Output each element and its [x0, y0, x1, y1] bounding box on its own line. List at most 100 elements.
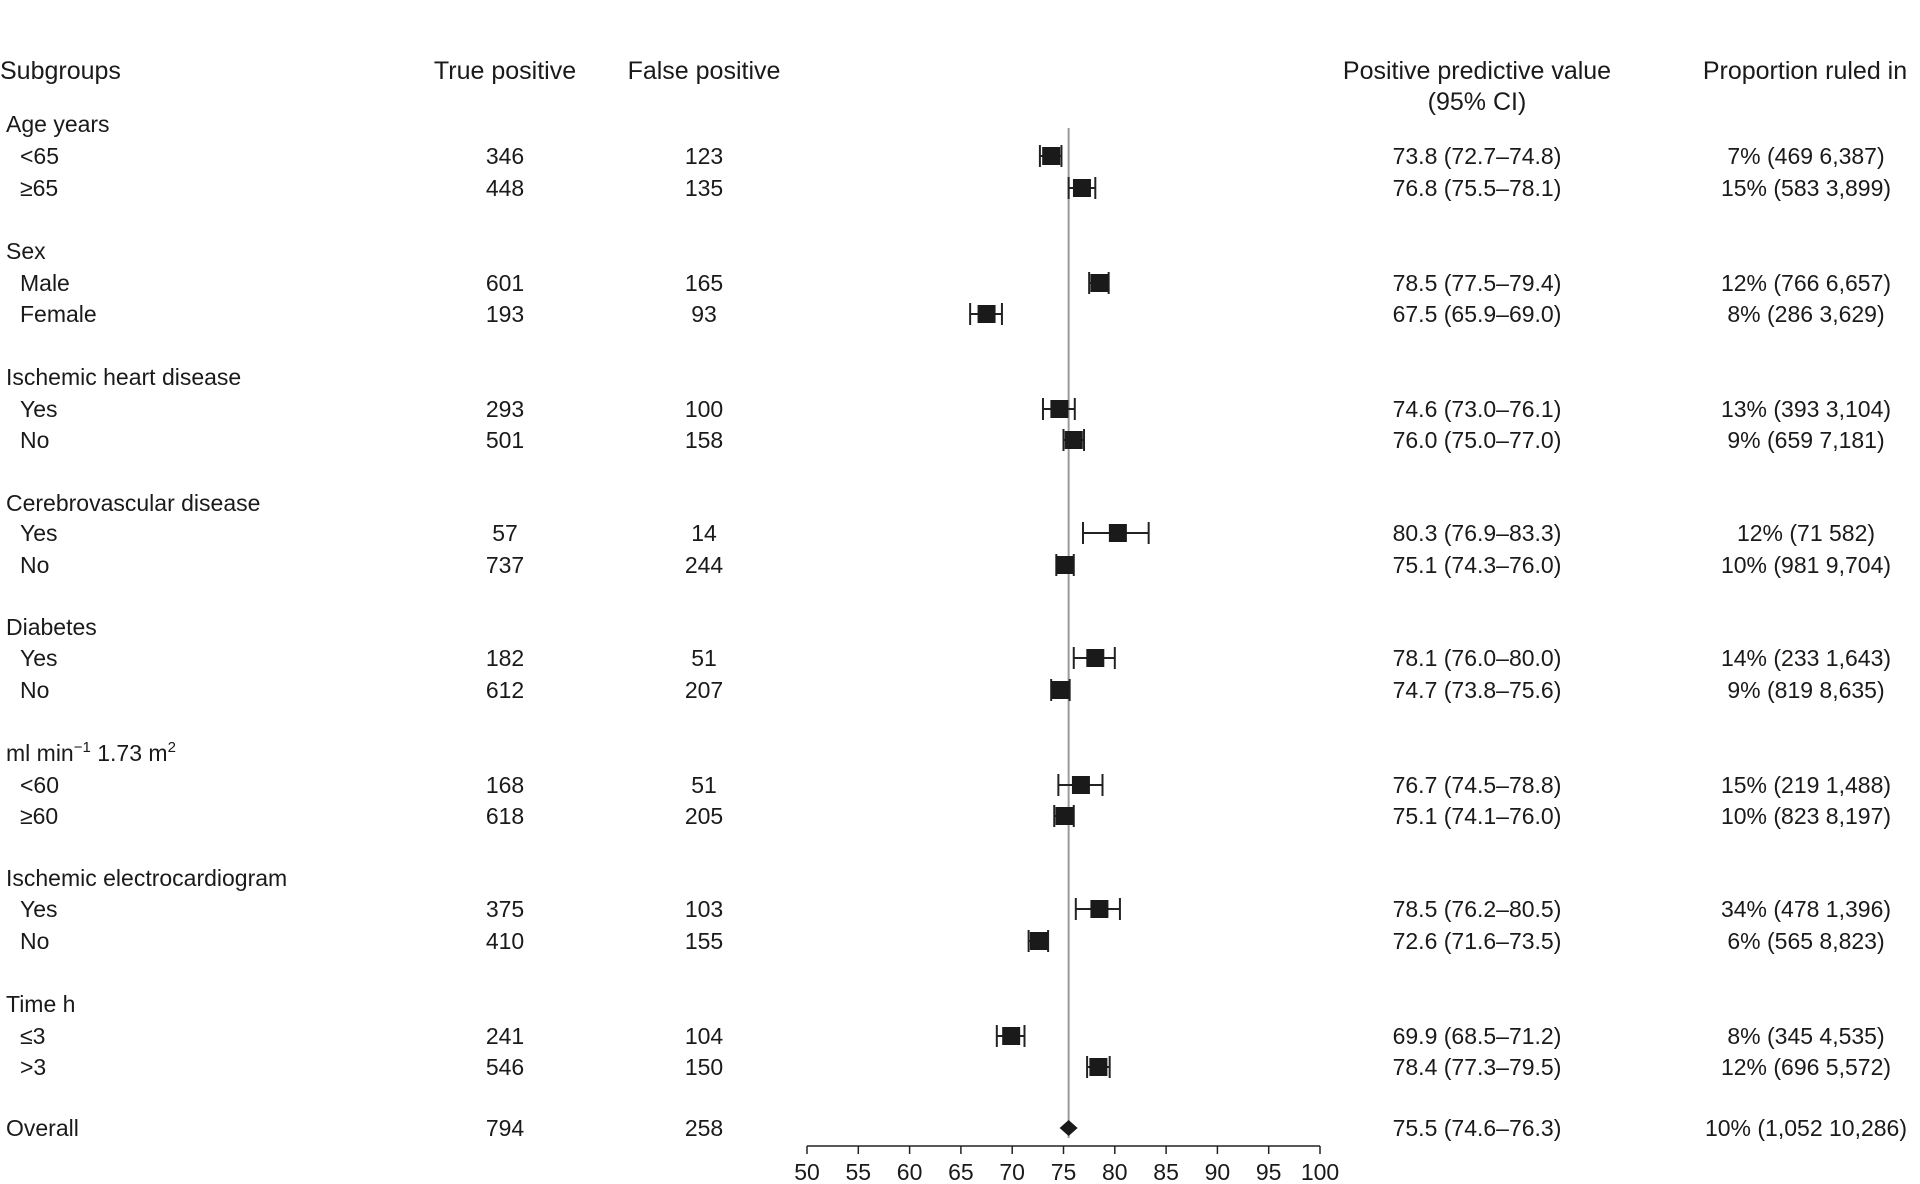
column-headers: Subgroups True positive False positive P… — [0, 57, 1907, 116]
false-positive-value: 104 — [685, 1023, 724, 1049]
row-label: ≤3 — [20, 1023, 45, 1049]
ppv-value: 76.8 (75.5–78.1) — [1393, 175, 1562, 201]
subgroup-header-row: Sex — [6, 238, 46, 264]
overall-diamond — [1059, 1120, 1078, 1136]
superscript: 2 — [168, 739, 176, 756]
row-label: Male — [20, 270, 70, 296]
x-tick-label: 70 — [999, 1159, 1025, 1184]
true-positive-value: 501 — [486, 427, 524, 453]
point-estimate-marker — [977, 305, 996, 323]
false-positive-value: 165 — [685, 270, 723, 296]
row-label: No — [20, 427, 49, 453]
table-row: ≥60 618 205 75.1 (74.1–76.0) 10% (823 8,197) — [20, 803, 1891, 829]
subgroup-title: Time h — [6, 991, 75, 1017]
true-positive-value: 293 — [486, 396, 524, 422]
ppv-value: 75.1 (74.3–76.0) — [1393, 552, 1562, 578]
subgroup-title: Sex — [6, 238, 46, 264]
table-row: <60 168 51 76.7 (74.5–78.8) 15% (219 1,488) — [20, 772, 1891, 798]
true-positive-value: 193 — [486, 301, 524, 327]
header-ppv: Positive predictive value — [1343, 57, 1611, 85]
row-label: <65 — [20, 143, 59, 169]
ppv-value: 78.4 (77.3–79.5) — [1393, 1054, 1562, 1080]
true-positive-value: 375 — [486, 896, 524, 922]
x-tick-label: 100 — [1301, 1159, 1339, 1184]
table-row: Female 193 93 67.5 (65.9–69.0) 8% (286 3,629… — [20, 301, 1885, 327]
x-tick-label: 60 — [897, 1159, 923, 1184]
subgroup-header-row: Diabetes — [6, 614, 97, 640]
table-row: No 737 244 75.1 (74.3–76.0) 10% (981 9,704) — [20, 552, 1891, 578]
subgroup-header-row: Ischemic electrocardiogram — [6, 865, 287, 891]
subgroup-header-row: ml min−1 1.73 m2 — [6, 739, 176, 766]
point-estimate-marker — [1090, 900, 1109, 918]
point-estimate-marker — [1042, 147, 1061, 165]
ppv-value: 73.8 (72.7–74.8) — [1393, 143, 1562, 169]
x-tick-label: 85 — [1153, 1159, 1179, 1184]
proportion-value: 10% (823 8,197) — [1721, 803, 1891, 829]
proportion-value: 15% (219 1,488) — [1721, 772, 1891, 798]
true-positive-value: 618 — [486, 803, 524, 829]
subgroup-title: Ischemic electrocardiogram — [6, 865, 287, 891]
subgroup-title: ml min−1 1.73 m2 — [6, 739, 176, 766]
proportion-value: 10% (1,052 10,286) — [1705, 1115, 1907, 1141]
proportion-value: 9% (819 8,635) — [1727, 677, 1884, 703]
subgroup-title-part: ml min — [6, 740, 74, 766]
x-tick-label: 90 — [1205, 1159, 1231, 1184]
false-positive-value: 103 — [685, 896, 723, 922]
proportion-value: 34% (478 1,396) — [1721, 896, 1891, 922]
row-label: No — [20, 928, 49, 954]
proportion-value: 8% (345 4,535) — [1727, 1023, 1884, 1049]
table-row: ≥65 448 135 76.8 (75.5–78.1) 15% (583 3,899) — [20, 175, 1891, 201]
false-positive-value: 51 — [691, 772, 717, 798]
false-positive-value: 207 — [685, 677, 723, 703]
table-row: Male 601 165 78.5 (77.5–79.4) 12% (766 6,657… — [20, 270, 1891, 296]
x-tick-label: 55 — [846, 1159, 872, 1184]
proportion-value: 6% (565 8,823) — [1727, 928, 1884, 954]
row-label: Yes — [20, 396, 58, 422]
false-positive-value: 258 — [685, 1115, 723, 1141]
table-row: <65 346 123 73.8 (72.7–74.8) 7% (469 6,387) — [20, 143, 1885, 169]
ppv-value: 69.9 (68.5–71.2) — [1393, 1023, 1562, 1049]
x-tick-label: 80 — [1102, 1159, 1128, 1184]
ppv-value: 78.5 (76.2–80.5) — [1393, 896, 1562, 922]
subgroup-title: Cerebrovascular disease — [6, 490, 260, 516]
ppv-value: 74.7 (73.8–75.6) — [1393, 677, 1562, 703]
subgroup-title-part: 1.73 m — [91, 740, 168, 766]
false-positive-value: 155 — [685, 928, 723, 954]
table-row: No 410 155 72.6 (71.6–73.5) 6% (565 8,823) — [20, 928, 1885, 954]
point-estimate-marker — [1055, 556, 1074, 574]
proportion-value: 13% (393 3,104) — [1721, 396, 1891, 422]
false-positive-value: 135 — [685, 175, 723, 201]
header-proportion: Proportion ruled in — [1703, 57, 1907, 85]
point-estimate-marker — [1071, 776, 1090, 794]
true-positive-value: 346 — [486, 143, 524, 169]
ppv-value: 74.6 (73.0–76.1) — [1393, 396, 1562, 422]
row-label: ≥60 — [20, 803, 58, 829]
subgroup-title: Age years — [6, 111, 110, 137]
subgroup-header-row: Age years — [6, 111, 110, 137]
superscript: −1 — [74, 739, 91, 756]
point-estimate-marker — [1002, 1027, 1021, 1045]
point-estimate-marker — [1051, 681, 1070, 699]
ppv-value: 75.5 (74.6–76.3) — [1393, 1115, 1562, 1141]
point-estimate-marker — [1072, 179, 1091, 197]
x-tick-label: 50 — [794, 1159, 820, 1184]
ppv-value: 78.1 (76.0–80.0) — [1393, 645, 1562, 671]
row-label: Yes — [20, 645, 58, 671]
row-label: ≥65 — [20, 175, 58, 201]
row-label: Yes — [20, 520, 58, 546]
proportion-value: 7% (469 6,387) — [1727, 143, 1884, 169]
header-true-positive: True positive — [434, 57, 576, 85]
true-positive-value: 168 — [486, 772, 524, 798]
true-positive-value: 601 — [486, 270, 524, 296]
true-positive-value: 737 — [486, 552, 524, 578]
subgroup-header-row: Time h — [6, 991, 75, 1017]
point-estimate-marker — [1089, 1058, 1108, 1076]
false-positive-value: 51 — [691, 645, 717, 671]
proportion-value: 15% (583 3,899) — [1721, 175, 1891, 201]
header-false-positive: False positive — [628, 57, 781, 85]
row-label: Overall — [6, 1115, 79, 1141]
header-subgroups: Subgroups — [0, 57, 121, 85]
table-row: Yes 182 51 78.1 (76.0–80.0) 14% (233 1,643) — [20, 645, 1891, 671]
proportion-value: 12% (71 582) — [1737, 520, 1875, 546]
